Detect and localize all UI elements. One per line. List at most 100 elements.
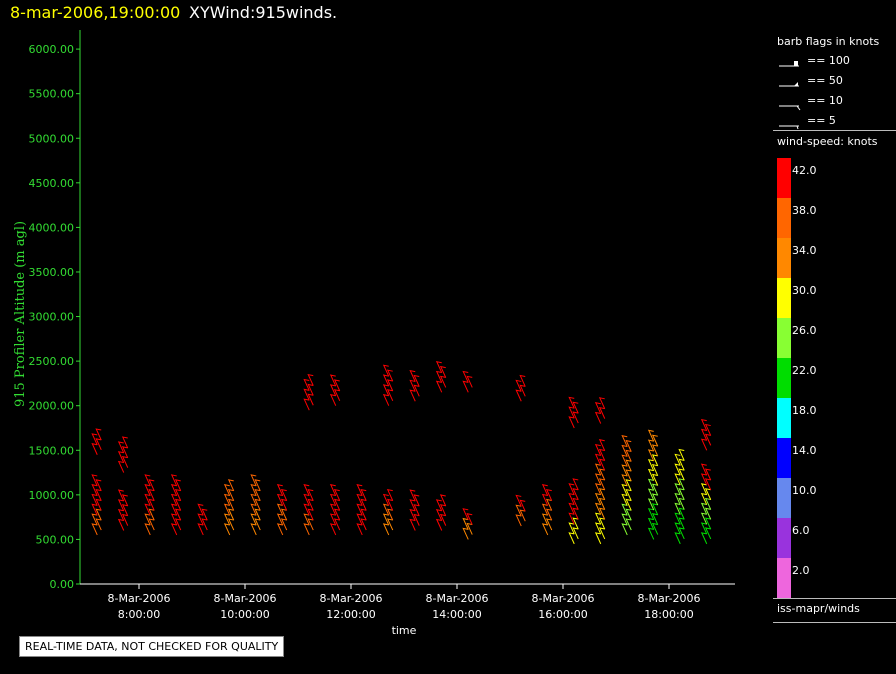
wind-barb (519, 384, 526, 397)
wind-barb (545, 488, 553, 501)
wind-barb (647, 488, 655, 501)
barb-column (144, 474, 155, 536)
wind-barb (356, 523, 363, 536)
wind-barb (121, 504, 129, 517)
wind-barb-chart: 0.00 500.00 1000.00 1500.00 2000.00 2500.00 30… (13, 30, 735, 637)
y-tick-label: 6000.00 (29, 43, 75, 56)
wind-barb (307, 373, 314, 386)
wind-barb (250, 484, 257, 496)
wind-barb (704, 433, 712, 446)
wind-barb (409, 489, 416, 502)
wind-barb (329, 493, 337, 506)
wind-barb (329, 503, 337, 516)
barb-column (303, 373, 314, 536)
wind-barb (700, 428, 708, 441)
flag-legend-label: == 50 (807, 74, 843, 87)
wind-barb (144, 474, 151, 487)
y-tick-label: 5000.00 (29, 132, 75, 145)
wind-barb (700, 473, 708, 486)
speed-color-swatch (777, 238, 791, 278)
wind-barb (545, 518, 553, 531)
wind-barb (519, 499, 526, 512)
wind-barb (333, 508, 341, 521)
wind-barb (700, 532, 708, 545)
barb-column (462, 370, 473, 540)
wind-barb (303, 484, 310, 496)
speed-color-swatch (777, 518, 791, 558)
wind-barb (678, 497, 685, 510)
wind-barb (568, 532, 575, 545)
wind-barb (95, 488, 102, 501)
wind-barb (651, 503, 659, 516)
wind-barb (651, 513, 659, 525)
wind-barb (568, 396, 575, 409)
wind-barb (625, 449, 632, 462)
wind-barb (250, 474, 257, 487)
wind-barb (386, 518, 394, 531)
barb-column (515, 374, 526, 527)
wind-barb (515, 379, 522, 392)
wind-barb (568, 492, 575, 505)
wind-barb (91, 443, 98, 455)
wind-barb (625, 479, 632, 492)
wind-barb (144, 484, 151, 496)
wind-barb (704, 468, 712, 481)
wind-barb (435, 361, 443, 373)
wind-barb (386, 369, 394, 382)
wind-barb (409, 518, 416, 531)
wind-barb (651, 522, 659, 535)
wind-barb (329, 484, 337, 496)
wind-barb (598, 497, 606, 510)
y-tick-label: 2000.00 (29, 400, 75, 413)
barb-column (197, 503, 208, 536)
wind-barb (382, 503, 390, 516)
wind-barb (647, 498, 655, 511)
barb-column (329, 374, 341, 536)
wind-barb (307, 518, 314, 531)
wind-barb (674, 512, 681, 525)
wind-barb (409, 379, 416, 392)
speed-scale-label: 10.0 (792, 484, 817, 497)
wind-barb (223, 513, 231, 526)
wind-barb (386, 389, 394, 402)
wind-barb (647, 449, 655, 462)
wind-barb (329, 384, 337, 397)
wind-barb (572, 411, 579, 424)
y-tick-label: 4000.00 (29, 221, 75, 234)
wind-barb (117, 509, 125, 521)
wind-barb (674, 483, 681, 496)
wind-barb (333, 488, 341, 501)
wind-barb (223, 493, 231, 506)
wind-barb (121, 446, 129, 459)
wind-barb (625, 518, 632, 531)
wind-barb (117, 499, 125, 512)
y-tick-label: 1000.00 (29, 489, 75, 502)
wind-barb (647, 517, 655, 530)
wind-barb (625, 459, 632, 472)
wind-barb (413, 374, 420, 387)
wind-barb (625, 469, 632, 482)
wind-barb (545, 508, 553, 521)
wind-barb (678, 527, 685, 540)
wind-barb (227, 518, 235, 531)
speed-color-swatch (777, 478, 791, 518)
wind-barb (413, 494, 420, 507)
wind-barb (674, 492, 681, 505)
wind-barb (409, 369, 416, 382)
wind-barb (121, 455, 129, 468)
barb-column (674, 448, 685, 545)
wind-barb (572, 488, 579, 500)
wind-barb (121, 494, 129, 507)
barb-column (382, 364, 394, 536)
speed-color-swatch (777, 158, 791, 198)
speed-scale-label: 18.0 (792, 404, 817, 417)
wind-barb (254, 479, 261, 492)
wind-barb (598, 468, 606, 481)
wind-barb (462, 380, 469, 393)
wind-barb (95, 498, 102, 511)
wind-barb (466, 375, 473, 388)
wind-barb (598, 448, 606, 461)
wind-barb (95, 428, 102, 441)
wind-barb (439, 513, 447, 526)
wind-barb (144, 503, 151, 516)
